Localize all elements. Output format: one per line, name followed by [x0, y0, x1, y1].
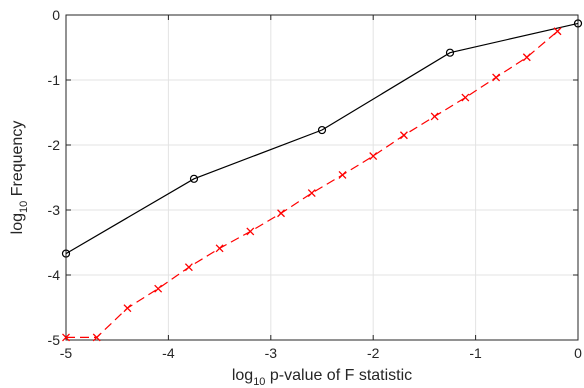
series-2-point — [62, 333, 70, 342]
series-2-point — [246, 227, 255, 236]
series-1-point — [445, 48, 455, 57]
y-axis-label-prefix: log — [9, 213, 26, 234]
x-axis-label: log10 p-value of F statistic — [232, 367, 412, 388]
series-2-point — [307, 189, 316, 198]
series-1-point — [189, 174, 199, 183]
series-2-line — [66, 30, 558, 338]
y-tick-label: -2 — [48, 137, 61, 153]
series-layer — [61, 19, 583, 342]
x-axis-label-subscript: 10 — [253, 376, 265, 388]
plot-area-frame — [65, 14, 579, 341]
series-2-point — [277, 209, 285, 218]
y-axis-label-subscript: 10 — [18, 201, 30, 213]
x-tick-label: -5 — [60, 345, 73, 361]
y-tick-label: -1 — [48, 72, 61, 88]
series-2-point — [522, 53, 531, 62]
series-2-point — [123, 304, 132, 313]
series-2-point — [369, 152, 378, 161]
series-2-point — [430, 112, 439, 121]
x-tick-label: -3 — [265, 345, 278, 361]
y-axis-label-suffix: Frequency — [9, 121, 26, 201]
series-2-point — [215, 244, 224, 253]
series-2 — [62, 27, 562, 342]
series-2-point — [92, 333, 101, 342]
series-1-point — [573, 19, 583, 28]
series-2-point — [461, 93, 470, 102]
x-axis-label-suffix: p-value of F statistic — [265, 367, 412, 384]
series-2-point — [492, 73, 501, 82]
tick-layer: -5 -4 -3 -2 -1 0 0 -1 -2 -3 -4 -5 — [48, 7, 583, 361]
x-tick-label: -4 — [162, 345, 175, 361]
y-axis-label: log10 Frequency — [9, 121, 30, 235]
y-tick-label: -5 — [48, 332, 61, 348]
series-2-point — [553, 27, 562, 36]
series-1 — [61, 19, 583, 258]
series-2-point — [338, 170, 347, 179]
series-2-point — [154, 284, 163, 293]
series-2-point — [184, 263, 193, 272]
y-tick-label: 0 — [52, 7, 60, 23]
series-1-point — [317, 125, 327, 135]
series-1-line — [65, 22, 579, 255]
x-tick-label: -1 — [469, 345, 482, 361]
y-tick-label: -3 — [48, 202, 61, 218]
series-2-point — [399, 131, 408, 140]
x-tick-label: -2 — [367, 345, 380, 361]
x-tick-label: 0 — [574, 345, 582, 361]
series-1-point — [61, 249, 71, 258]
y-tick-label: -4 — [48, 267, 61, 283]
x-axis-label-prefix: log — [232, 367, 253, 384]
